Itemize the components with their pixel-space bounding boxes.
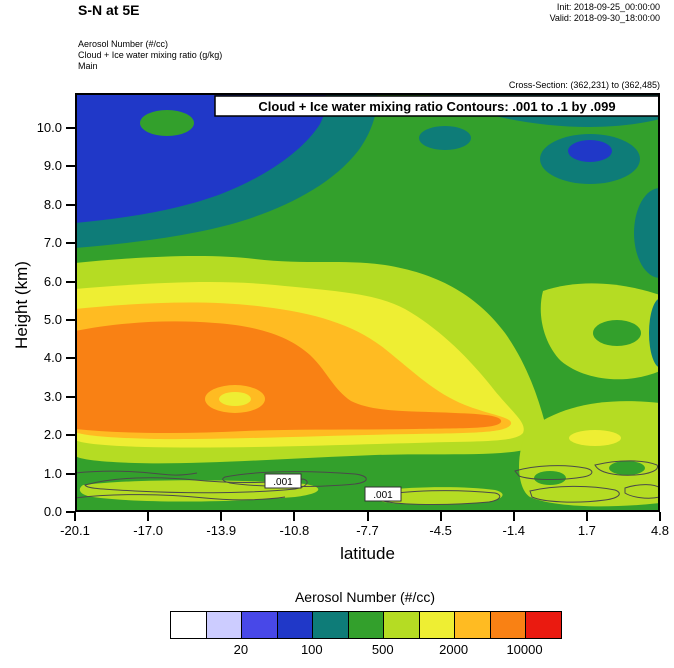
colorbar-cell [276, 612, 313, 638]
x-tick-label: -13.9 [206, 523, 237, 538]
y-tick-label: 6.0 [43, 273, 62, 289]
y-tick-label: 4.0 [43, 350, 62, 366]
field-region-yellow-bottom-right [569, 430, 621, 446]
y-tick-mark [66, 127, 75, 129]
colorbar-tick-label: 100 [300, 642, 323, 657]
x-tick-label: -7.7 [356, 523, 379, 538]
y-tick-mark [66, 203, 75, 206]
x-tick-label: -4.5 [429, 523, 452, 538]
y-tick-label: 9.0 [43, 158, 62, 174]
model-times: Init: 2018-09-25_00:00:00 Valid: 2018-09… [550, 2, 660, 24]
y-tick-label: 7.0 [43, 235, 62, 251]
colorbar-tick-label: 500 [371, 642, 394, 657]
x-tick-mark [293, 512, 296, 521]
x-tick-label: 1.7 [577, 523, 596, 538]
x-tick-mark [439, 512, 442, 521]
field-region-blue-right-spot [568, 140, 612, 162]
plot-area: .001 .001 Cloud + Ice water mixing ratio… [74, 93, 674, 512]
valid-time: Valid: 2018-09-30_18:00:00 [549, 13, 660, 23]
x-tick-label: -20.1 [60, 523, 90, 538]
field-region-orange-core [75, 321, 502, 434]
contour-plot-svg: .001 .001 Cloud + Ice water mixing ratio… [74, 93, 674, 512]
y-tick-label: 2.0 [43, 427, 62, 443]
y-tick-mark [66, 319, 75, 321]
y-tick-mark [66, 472, 75, 475]
y-tick-mark [66, 357, 75, 360]
y-tick-label: 0.0 [43, 504, 62, 519]
x-tick-mark [366, 512, 369, 521]
colorbar-cell [241, 612, 277, 638]
contour-label-box-2 [364, 486, 402, 502]
field-region-green-bottom-right-a [534, 471, 566, 485]
contour-label-text-1: .001 [273, 477, 293, 488]
colorbar-tick-label: 2000 [439, 642, 469, 657]
init-time: Init: 2018-09-25_00:00:00 [556, 2, 660, 12]
plot-border [75, 93, 660, 512]
colorbar-cell [171, 612, 206, 638]
y-tick-label: 10.0 [36, 120, 62, 135]
colorbar-tick-label: 10000 [506, 642, 543, 657]
colorbar [170, 611, 562, 639]
field-region-teal-top-center [419, 126, 471, 150]
y-tick-mark [66, 434, 75, 437]
field-main: Main [78, 61, 98, 71]
contour-label-boxes: .001 .001 [264, 473, 402, 502]
y-tick-label: 8.0 [43, 196, 62, 212]
x-tick-mark [220, 512, 223, 521]
x-tick-mark [147, 512, 150, 521]
x-tick-label: -17.0 [133, 523, 163, 538]
y-tick-mark [66, 395, 75, 398]
contour-label-box-1 [264, 473, 302, 489]
y-tick-label: 5.0 [43, 312, 62, 327]
x-tick-mark [74, 512, 76, 521]
field-region-green-bottom-right-b [609, 461, 645, 475]
y-tick-mark [66, 511, 75, 513]
field-region-blue-upper-left [75, 93, 327, 223]
y-tick-mark [66, 242, 75, 245]
colorbar-tick-label: 20 [233, 642, 249, 657]
field-region-yellow-inner [219, 392, 251, 406]
y-tick-mark [66, 280, 75, 283]
contour-label-text-2: .001 [373, 490, 393, 501]
colorbar-cell [312, 612, 348, 638]
page-title: S-N at 5E [78, 2, 140, 18]
field-cloud-ice: Cloud + Ice water mixing ratio (g/kg) [78, 50, 223, 60]
colorbar-cell [205, 612, 242, 638]
x-tick-mark [585, 512, 588, 521]
field-region-green-right-mid [593, 320, 641, 346]
y-tick-label: 1.0 [43, 465, 62, 481]
field-region-green-top-spot [140, 110, 194, 136]
colorbar-cell [383, 612, 419, 638]
overlay-title-text: Cloud + Ice water mixing ratio Contours:… [258, 99, 615, 114]
x-axis-title: latitude [340, 544, 395, 563]
colorbar-cell [454, 612, 490, 638]
y-tick-mark [66, 165, 75, 168]
field-list: Aerosol Number (#/cc) Cloud + Ice water … [78, 39, 222, 72]
colorbar-cell [489, 612, 526, 638]
colorbar-cell [418, 612, 455, 638]
colorbar-title: Aerosol Number (#/cc) [294, 589, 436, 605]
x-tick-label: -10.8 [279, 523, 310, 538]
colorbar-cell [525, 612, 562, 638]
x-tick-mark [512, 512, 515, 521]
x-tick-label: -1.4 [502, 523, 525, 538]
colorbar-cell [347, 612, 384, 638]
cross-section-label: Cross-Section: (362,231) to (362,485) [508, 80, 660, 90]
y-tick-label: 3.0 [43, 388, 62, 404]
x-tick-mark [659, 512, 661, 521]
x-tick-label: 4.8 [650, 523, 670, 538]
field-aerosol: Aerosol Number (#/cc) [78, 39, 169, 49]
